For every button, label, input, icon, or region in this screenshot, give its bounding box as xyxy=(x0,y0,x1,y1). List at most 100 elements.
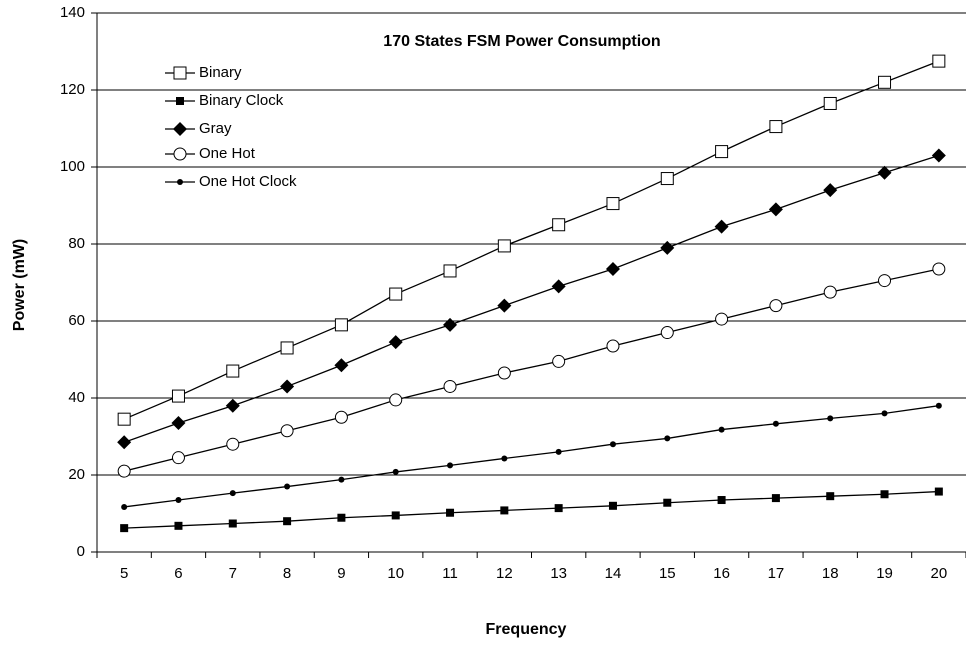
marker xyxy=(878,274,892,288)
marker xyxy=(171,416,186,431)
marker xyxy=(826,492,835,501)
y-tick-label: 60 xyxy=(68,312,85,329)
series-line xyxy=(123,154,940,443)
marker xyxy=(391,511,400,520)
marker xyxy=(175,497,182,504)
y-axis-label: Power (mW) xyxy=(11,239,28,331)
x-tick-label: 5 xyxy=(120,565,128,582)
x-tick-label: 10 xyxy=(387,565,404,582)
marker xyxy=(334,410,348,424)
marker xyxy=(497,366,511,380)
x-tick-label: 14 xyxy=(605,565,622,582)
y-tick-label: 0 xyxy=(77,543,85,560)
x-tick-label: 9 xyxy=(337,565,345,582)
marker xyxy=(769,299,783,313)
x-tick-label: 11 xyxy=(442,565,458,582)
marker xyxy=(283,517,292,526)
y-tick-label: 20 xyxy=(68,466,85,483)
marker xyxy=(877,165,892,180)
marker xyxy=(388,335,403,350)
marker xyxy=(501,455,508,462)
marker xyxy=(935,402,942,409)
x-tick-label: 16 xyxy=(713,565,730,582)
x-tick-label: 19 xyxy=(876,565,893,582)
marker xyxy=(171,389,185,403)
chart-title: 170 States FSM Power Consumption xyxy=(383,33,660,50)
marker xyxy=(934,487,943,496)
marker xyxy=(718,426,725,433)
marker xyxy=(443,317,458,332)
marker xyxy=(552,218,566,232)
marker xyxy=(717,496,726,505)
y-tick-label: 80 xyxy=(68,235,85,252)
marker xyxy=(226,437,240,451)
marker xyxy=(117,435,132,450)
marker xyxy=(823,183,838,198)
marker xyxy=(280,341,294,355)
marker xyxy=(880,490,889,499)
marker xyxy=(555,448,562,455)
legend-label: Binary xyxy=(199,64,242,81)
y-tick-label: 100 xyxy=(60,158,85,175)
y-tick-label: 40 xyxy=(68,389,85,406)
marker xyxy=(497,298,512,313)
x-tick-label: 18 xyxy=(822,565,839,582)
marker xyxy=(497,239,511,253)
legend-label: One Hot xyxy=(199,145,256,162)
x-tick-label: 17 xyxy=(768,565,785,582)
marker xyxy=(176,97,184,105)
marker xyxy=(392,468,399,475)
x-tick-label: 12 xyxy=(496,565,513,582)
marker xyxy=(338,476,345,483)
y-tick-label: 120 xyxy=(60,81,85,98)
marker xyxy=(284,483,291,490)
marker xyxy=(389,393,403,407)
marker xyxy=(768,202,783,217)
marker xyxy=(443,264,457,278)
marker xyxy=(173,66,187,80)
marker xyxy=(715,145,729,159)
x-axis-label: Frequency xyxy=(486,621,567,638)
marker xyxy=(827,415,834,422)
marker xyxy=(771,494,780,503)
marker xyxy=(663,498,672,507)
marker xyxy=(173,122,187,136)
marker xyxy=(174,521,183,530)
marker xyxy=(660,172,674,186)
series-line xyxy=(123,268,939,472)
marker xyxy=(609,441,616,448)
marker xyxy=(715,312,729,326)
legend-label: Binary Clock xyxy=(199,92,284,109)
legend-label: One Hot Clock xyxy=(199,173,297,190)
marker xyxy=(500,506,509,515)
series-line xyxy=(124,405,939,508)
marker xyxy=(554,504,563,513)
marker xyxy=(171,451,185,465)
marker xyxy=(931,148,946,163)
x-tick-label: 7 xyxy=(229,565,237,582)
marker xyxy=(334,358,349,373)
marker xyxy=(337,513,346,522)
marker xyxy=(443,379,457,393)
marker xyxy=(660,326,674,340)
series-line xyxy=(124,490,939,529)
marker xyxy=(120,524,129,533)
marker xyxy=(280,379,295,394)
marker xyxy=(606,339,620,353)
marker xyxy=(714,219,729,234)
marker xyxy=(226,364,240,378)
legend-label: Gray xyxy=(199,120,232,137)
marker xyxy=(772,420,779,427)
x-tick-label: 13 xyxy=(550,565,567,582)
marker xyxy=(605,262,620,277)
marker xyxy=(280,424,294,438)
marker xyxy=(664,435,671,442)
marker xyxy=(117,464,131,478)
marker xyxy=(552,354,566,368)
marker xyxy=(881,410,888,417)
marker xyxy=(932,54,946,68)
marker xyxy=(769,120,783,134)
marker xyxy=(173,147,187,161)
marker xyxy=(660,240,675,255)
